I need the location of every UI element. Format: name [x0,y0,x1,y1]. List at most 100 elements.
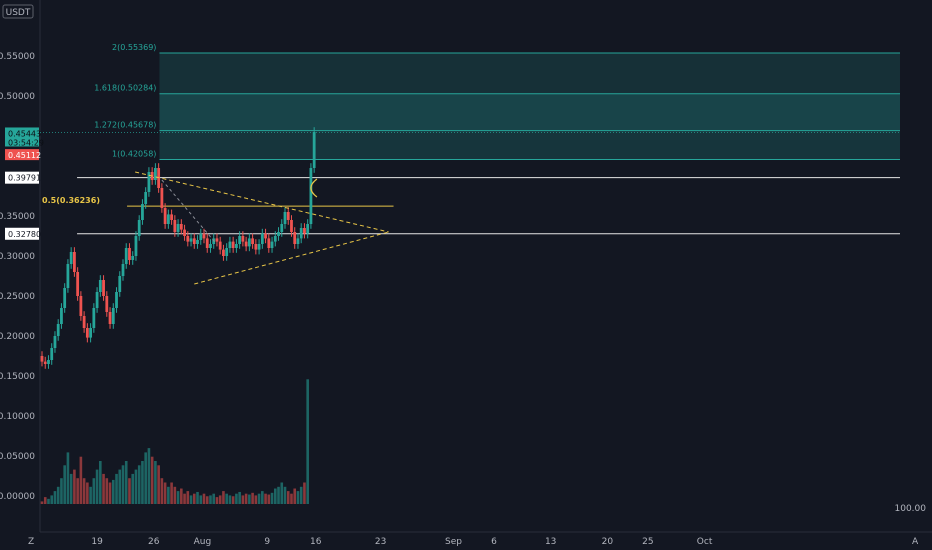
candle-body [267,238,271,248]
volume-bar [183,493,186,504]
price-tick-label: 0.50000 [0,92,35,102]
volume-bar [66,452,70,504]
volume-bar [118,469,122,504]
candle-body [296,238,300,244]
candlesticks [40,127,316,369]
candle-body [63,288,67,308]
candle-body [228,241,232,248]
time-tick-label: 6 [491,537,497,547]
price-tick-label: 0.15000 [0,372,35,382]
volume-bar [261,491,264,504]
time-tick-label: 23 [375,537,386,547]
price-axis[interactable]: USDT 0.55000 0.50000 0.35000 0.30000 0.25000 0… [0,0,41,532]
candle-body [118,276,122,292]
fib-label: 1.618(0.50284) [94,84,156,93]
volume-bar [124,461,128,504]
price-tick-label: 0.10000 [0,412,35,422]
price-tick-label: 0.00000 [0,492,35,502]
time-axis[interactable]: 19 26 Aug 9 16 23 Sep 6 13 20 25 Oct Z A 100.00 [28,504,932,547]
auto-scale-icon[interactable]: A [912,537,919,547]
horizontal-levels: 0.5(0.36236) [42,177,900,235]
volume-bar [196,491,199,504]
volume-bar [257,493,261,504]
candle-body [66,264,70,288]
candle-body [218,241,222,250]
volume-bar [251,492,254,504]
candle-body [89,328,92,338]
candle-body [160,188,164,208]
time-tick-label: Sep [445,537,462,547]
candle-body [280,224,284,232]
price-tick-label: 0.55000 [0,52,35,62]
time-tick-label: Aug [194,537,212,547]
fib-label: 1.272(0.45678) [94,121,156,130]
candle-body [73,252,76,272]
candle-body [124,248,128,264]
candle-body [290,220,293,232]
candle-body [128,248,131,260]
volume-bar [225,493,228,504]
volume-bar [167,486,170,504]
level-tag [5,227,39,240]
candle-body [286,212,290,220]
candle-body [293,232,297,244]
candle-body [312,132,316,168]
triangle-line [194,231,389,285]
volume-bar [218,495,222,504]
candle-body [141,204,144,220]
fib-label: 1(0.42058) [112,150,156,159]
volume-bar [115,473,118,504]
candle-body [244,241,248,247]
candle-body [205,238,209,248]
volume-bar [163,482,167,504]
candle-body [121,264,125,276]
candle-body [264,233,267,239]
volume-bar [121,465,125,504]
volume-bar [131,473,135,504]
volume-bar [173,486,177,504]
volume-bar [43,497,47,504]
candle-body [222,249,225,256]
candle-body [154,168,157,180]
volume-bar [293,488,297,504]
candle-body [60,308,63,324]
candle-body [192,238,196,244]
currency-badge[interactable] [2,4,34,19]
candle-body [303,228,306,234]
candle-body [102,280,105,296]
volume-bar [160,478,164,504]
candle-body [137,220,141,236]
volume-bar [241,495,245,504]
volume-bar [92,478,96,504]
volume-bar [290,493,293,504]
candle-body [254,244,258,250]
candle-body [105,296,109,312]
volume-bar [154,461,157,504]
volume-bar [60,478,63,504]
volume-bar [296,491,300,504]
volume-bar [306,379,309,504]
volume-bar [254,495,258,504]
volume-bar [105,478,109,504]
candle-body [235,244,238,248]
time-tick-label: 26 [148,537,160,547]
candle-body [82,316,86,328]
candle-body [134,236,138,256]
candle-body [225,248,229,256]
candle-body [215,238,219,242]
volume-bars [40,379,309,504]
volume-bar [180,488,183,504]
timezone-icon[interactable]: Z [28,537,34,547]
candle-body [98,280,102,292]
volume-bar [56,486,60,504]
volume-bar [79,456,83,504]
current-price-tag [5,127,39,147]
candle-body [299,228,303,239]
volume-bar [157,465,160,504]
candle-body [131,256,135,260]
volume-bar [102,473,105,504]
candle-body [166,214,170,224]
candle-body [202,233,206,239]
candle-body [251,238,254,244]
